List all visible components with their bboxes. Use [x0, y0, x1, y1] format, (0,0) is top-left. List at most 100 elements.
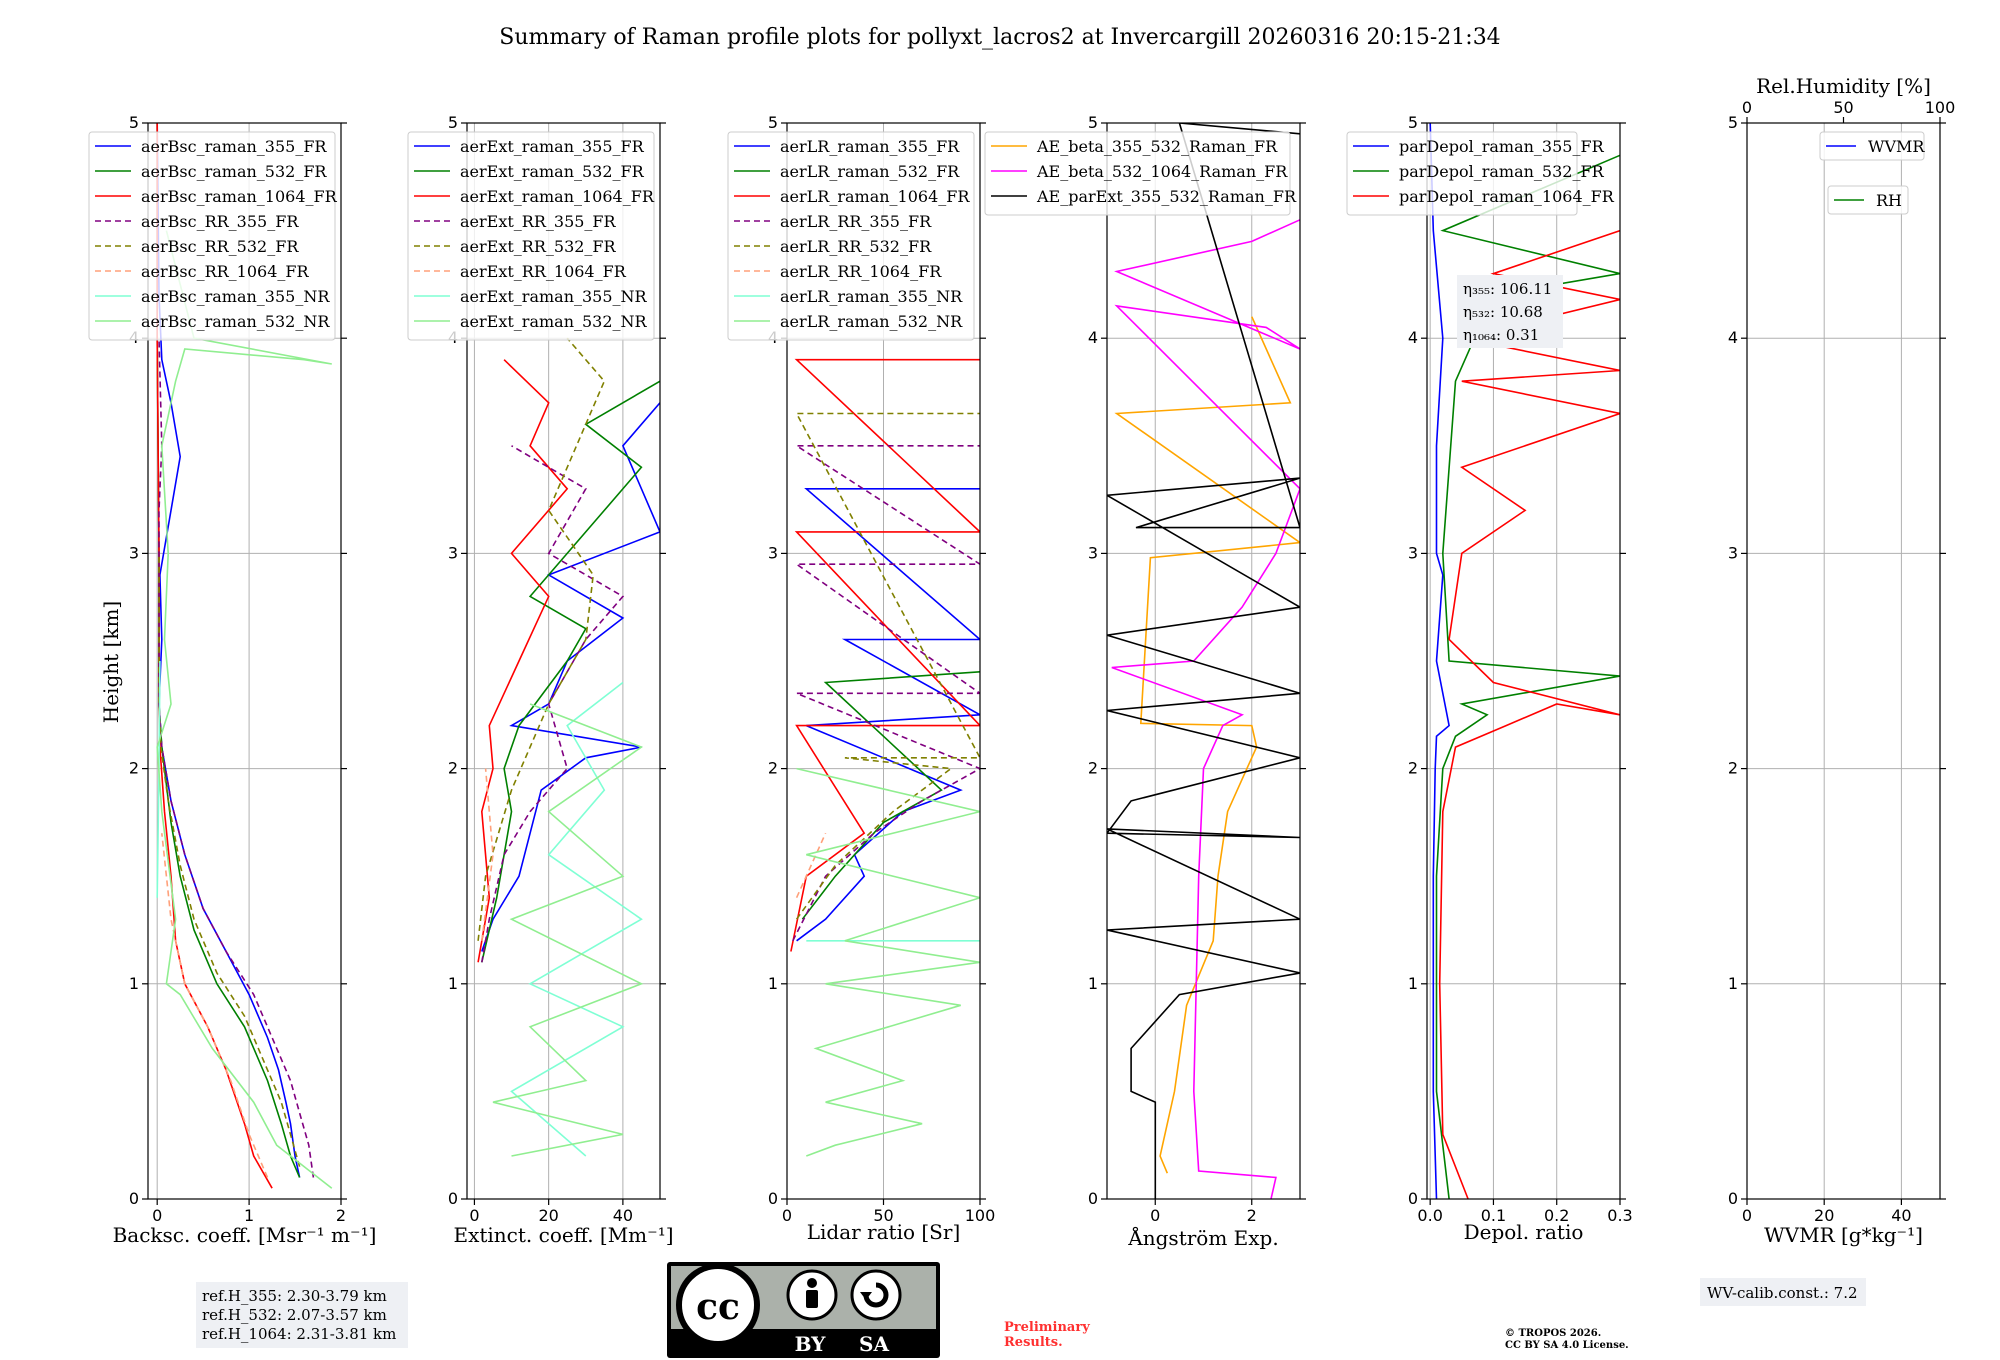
cc-letters: cc: [696, 1286, 740, 1328]
y-tick-label: 5: [1728, 113, 1738, 132]
panel-lidar_ratio: 050100012345Lidar ratio [Sr]aerLR_raman_…: [727, 113, 995, 1244]
legend-box: [1827, 185, 1909, 215]
by-person-head: [807, 1278, 817, 1288]
legend: aerExt_raman_355_FR aerExt_raman_532_FRae…: [407, 131, 655, 341]
panels: 0 1 2 0 1 2 3 4 5 Backsc. coeff. [Msr⁻¹ m⁻¹] aerBs…: [88, 74, 1956, 1250]
x-tick-label: 0: [1742, 1206, 1752, 1225]
ref-heights-background: [196, 1282, 408, 1348]
y-tick-label: 2: [1088, 759, 1098, 778]
legend-label: aerBsc_raman_532_FR: [141, 162, 327, 181]
series-AE_parExt_355_532_Raman_FR: [1107, 123, 1300, 1199]
series-parDepol_raman_355_FR: [1429, 123, 1450, 1199]
series-group: [156, 123, 333, 1189]
x-axis-label: Depol. ratio: [1464, 1220, 1584, 1244]
legend-label: aerLR_RR_1064_FR: [780, 262, 942, 281]
series-aerExt_raman_355_NR: [510, 681, 643, 1157]
y-tick-label: 3: [1088, 543, 1098, 562]
height-axis-label: Height [km]: [99, 601, 123, 723]
axes-frame: [1426, 122, 1621, 1200]
preliminary-line-2: Results.: [1004, 1335, 1063, 1350]
series-aerExt_raman_355_FR: [481, 402, 660, 952]
y-tick-label: 3: [448, 543, 458, 562]
x-tick-label: 0: [1150, 1206, 1160, 1225]
eta-background: [1457, 275, 1563, 348]
x-tick-label: 0: [469, 1206, 479, 1225]
ref-heights-box: ref.H_355: 2.30-3.79 km ref.H_532: 2.07-…: [196, 1282, 408, 1348]
legend-label: aerLR_raman_355_NR: [780, 287, 963, 306]
wv-calib-box: WV-calib.const.: 7.2: [1700, 1278, 1866, 1306]
sa-recycle-icon: [850, 1269, 902, 1321]
legend-label: aerExt_raman_355_FR: [460, 137, 645, 156]
y-tick-label: 5: [129, 113, 139, 132]
legend-label: RH: [1876, 191, 1902, 210]
y-tick-label: 2: [1408, 759, 1418, 778]
series-AE_beta_355_532_Raman_FR: [1114, 316, 1300, 1174]
legend-box: [984, 131, 1291, 216]
legend: parDepol_raman_355_FR parDepol_raman_532_…: [1346, 131, 1615, 216]
series-aerBsc_RR_355_FR: [158, 338, 315, 1178]
x-tick-label: 0: [152, 1206, 162, 1225]
axes-frame: [1106, 122, 1301, 1200]
x-tick-label: 1: [244, 1206, 254, 1225]
cc-by-sa-badge: cc BY SA: [667, 1262, 940, 1358]
y-tick-label: 3: [768, 543, 778, 562]
axes-frame: [147, 122, 342, 1200]
x-tick-label: 50: [873, 1206, 893, 1225]
series-aerBsc_RR_1064_FR: [161, 833, 269, 1178]
x-axis-label: Ångström Exp.: [1127, 1225, 1278, 1250]
panel-backscatter: 012012345Backsc. coeff. [Msr⁻¹ m⁻¹]aerBs…: [88, 113, 377, 1247]
series-aerExt_RR_532_FR: [477, 337, 606, 941]
legend-label: aerBsc_RR_355_FR: [141, 212, 299, 231]
legend-label: aerLR_raman_1064_FR: [780, 187, 970, 206]
by-label: BY: [795, 1332, 827, 1356]
series-aerExt_raman_1064_FR: [477, 359, 569, 963]
y-tick-label: 4: [1408, 328, 1418, 347]
legend-label: parDepol_raman_1064_FR: [1399, 187, 1615, 206]
y-tick-label: 1: [768, 974, 778, 993]
x-axis-label: Backsc. coeff. [Msr⁻¹ m⁻¹]: [113, 1223, 377, 1247]
legend-label: aerBsc_RR_532_FR: [141, 237, 299, 256]
legend-box: [1819, 131, 1925, 161]
series-group: [1107, 123, 1300, 1199]
legend: WVMR RH: [1819, 131, 1925, 215]
legend-label: aerExt_RR_355_FR: [460, 212, 617, 231]
wv-calib-text: WV-calib.const.: 7.2: [1707, 1284, 1858, 1302]
legend-label: aerBsc_raman_532_NR: [141, 312, 330, 331]
series-parDepol_raman_1064_FR: [1438, 229, 1620, 1199]
top-x-tick-label: 100: [1925, 98, 1956, 117]
legend-label: AE_parExt_355_532_Raman_FR: [1036, 187, 1297, 206]
wv-calib-background: [1700, 1278, 1866, 1306]
eta-value: η₃₅₅: 106.11: [1463, 280, 1552, 298]
x-tick-label: 0.0: [1417, 1206, 1442, 1225]
series-aerLR_RR_355_FR: [792, 445, 980, 942]
ref-height-1064: ref.H_1064: 2.31-3.81 km: [202, 1325, 396, 1343]
eta-value: η₁₀₆₄: 0.31: [1463, 326, 1539, 344]
series-aerExt_RR_355_FR: [481, 445, 625, 963]
legend-label: aerLR_raman_532_FR: [780, 162, 960, 181]
x-axis-label: Lidar ratio [Sr]: [807, 1220, 961, 1244]
x-tick-label: 40: [1891, 1206, 1911, 1225]
x-tick-label: 0.3: [1607, 1206, 1632, 1225]
legend-label: aerLR_raman_532_NR: [780, 312, 963, 331]
legend: AE_beta_355_532_Raman_FR AE_beta_532_1064…: [984, 131, 1297, 216]
y-tick-label: 4: [1728, 328, 1738, 347]
preliminary-line-1: Preliminary: [1004, 1320, 1090, 1335]
y-tick-label: 2: [768, 759, 778, 778]
legend-label: WVMR: [1868, 137, 1925, 156]
series-group: [790, 358, 980, 1157]
y-tick-label: 0: [448, 1189, 458, 1208]
x-tick-label: 0.2: [1544, 1206, 1569, 1225]
legend: aerBsc_raman_355_FR aerBsc_raman_532_FRae…: [88, 131, 338, 341]
x-tick-label: 0.1: [1481, 1206, 1506, 1225]
legend-label: aerExt_raman_532_NR: [460, 312, 648, 331]
y-tick-label: 1: [1408, 974, 1418, 993]
legend-box: [1346, 131, 1578, 216]
series-aerExt_raman_532_FR: [481, 380, 660, 963]
axes-frame: [1746, 122, 1941, 1200]
y-tick-label: 3: [1728, 543, 1738, 562]
top-x-tick-label: 50: [1833, 98, 1853, 117]
top-x-axis-label: Rel.Humidity [%]: [1756, 74, 1931, 98]
legend-label: aerExt_raman_532_FR: [460, 162, 645, 181]
eta-value: η₅₃₂: 10.68: [1463, 303, 1543, 321]
legend-label: aerLR_raman_355_FR: [780, 137, 960, 156]
